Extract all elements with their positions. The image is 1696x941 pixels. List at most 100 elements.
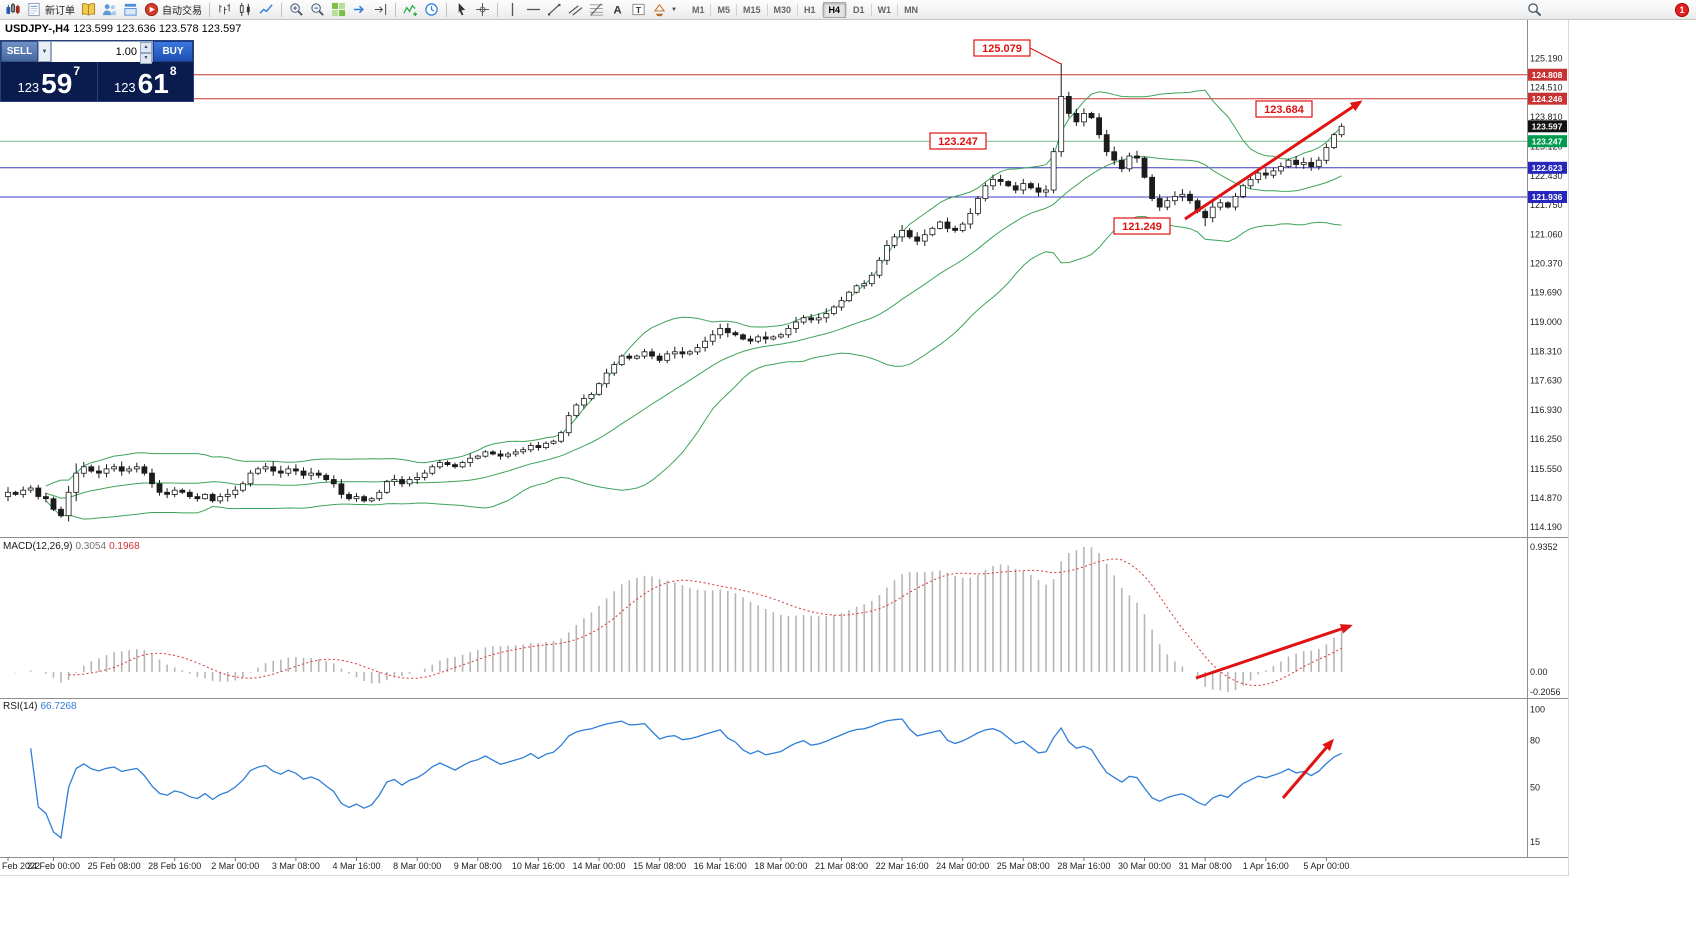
price-tick: 114.190 (1530, 522, 1562, 532)
price-tag-label: 123.597 (1532, 122, 1563, 132)
shapes-button[interactable]: ▼ (650, 1, 679, 19)
market-watch-button[interactable] (100, 1, 119, 19)
spinner-down-icon[interactable]: ▼ (140, 53, 152, 64)
toolbar-separator (797, 3, 799, 16)
toolbar-separator (281, 2, 282, 17)
vertical-line-button[interactable] (503, 1, 522, 19)
profiles-button[interactable] (79, 1, 98, 19)
new-chart-button[interactable] (4, 1, 23, 19)
auto-scroll-button[interactable] (350, 1, 369, 19)
grid-icon (331, 2, 346, 17)
notifications-badge[interactable]: 1 (1675, 2, 1689, 17)
vline-icon (505, 2, 520, 17)
order-type-dropdown[interactable]: ▼ (38, 41, 51, 62)
periods-button[interactable] (422, 1, 441, 19)
time-label: 16 Mar 16:00 (694, 861, 747, 871)
crosshair-button[interactable] (473, 1, 492, 19)
trendline-button[interactable] (545, 1, 564, 19)
new-order-button-label: 新订单 (45, 6, 75, 17)
price-axis: 125.190124.510123.810123.120122.430121.7… (1528, 54, 1567, 847)
time-label: 28 Mar 16:00 (1057, 861, 1110, 871)
candle-chart-button[interactable] (236, 1, 255, 19)
time-label: 1 Apr 16:00 (1243, 861, 1289, 871)
price-annotation-text: 125.079 (982, 43, 1022, 55)
volume-input[interactable] (52, 42, 152, 62)
timeframe-D1[interactable]: D1 (847, 2, 871, 18)
macd-scale-tick: 0.9352 (1530, 542, 1558, 552)
price-annotation-text: 123.247 (938, 136, 978, 148)
horizontal-line-button[interactable] (524, 1, 543, 19)
auto-trading-button-label: 自动交易 (162, 6, 202, 17)
trend-arrow[interactable] (1184, 100, 1363, 221)
sell-price[interactable]: 123 59 7 (1, 62, 97, 101)
rsi-label: RSI(14) 66.7268 (3, 701, 77, 712)
price-tag-label: 123.247 (1532, 136, 1563, 146)
shift-icon (373, 2, 388, 17)
timeframe-M1[interactable]: M1 (686, 2, 711, 18)
price-annotation[interactable] (1113, 217, 1171, 235)
timeframe-H1[interactable]: H1 (798, 2, 822, 18)
rsi-scale-tick: 15 (1530, 837, 1540, 847)
zoomin-icon (289, 2, 304, 17)
zoom-in-button[interactable] (287, 1, 306, 19)
sell-price-big-figure: 123 (17, 80, 40, 95)
trend-arrow[interactable] (1195, 624, 1353, 680)
channel-button[interactable] (566, 1, 585, 19)
time-label: 21 Mar 08:00 (815, 861, 868, 871)
chart-shift-button[interactable] (371, 1, 390, 19)
label-button[interactable]: T (629, 1, 648, 19)
time-label: 24 Feb 00:00 (27, 861, 80, 871)
time-label: 30 Mar 00:00 (1118, 861, 1171, 871)
timeframe-M30[interactable]: M30 (768, 2, 798, 18)
auto-trading-button[interactable]: 自动交易 (142, 1, 204, 19)
price-tick: 124.510 (1530, 82, 1563, 92)
search-icon (1527, 2, 1542, 17)
price-tag-123.247 (1528, 135, 1567, 148)
price-tick: 117.630 (1530, 375, 1562, 385)
time-label: 4 Mar 16:00 (332, 861, 380, 871)
macd-name: MACD(12,26,9) (3, 541, 73, 552)
new-order-button[interactable]: 新订单 (25, 1, 77, 19)
price-annotation[interactable] (973, 39, 1031, 57)
buy-price[interactable]: 123 61 8 (98, 62, 194, 101)
timeframe-H4[interactable]: H4 (822, 1, 847, 18)
zoom-out-button[interactable] (308, 1, 327, 19)
bollinger-upper-band (45, 89, 1342, 487)
toolbar-separator (766, 3, 768, 16)
timeframe-W1[interactable]: W1 (872, 2, 898, 18)
buy-price-big-figure: 123 (113, 80, 136, 95)
bollinger-middle-band (45, 156, 1342, 499)
macd-scale-tick: -0.2056 (1530, 687, 1561, 697)
price-annotation[interactable] (1255, 100, 1313, 118)
panel-frame (0, 20, 1569, 876)
time-label: 3 Mar 08:00 (272, 861, 320, 871)
macd-scale-tick: 0.00 (1530, 667, 1548, 677)
rsi-line (30, 718, 1342, 840)
channel-icon (568, 2, 583, 17)
price-tag-122.623 (1528, 161, 1567, 174)
terminal-button[interactable] (121, 1, 140, 19)
price-tick: 121.060 (1530, 229, 1563, 239)
spinner-up-icon[interactable]: ▲ (140, 42, 152, 53)
text-button[interactable]: A (608, 1, 627, 19)
search-button[interactable] (1525, 1, 1544, 19)
timeframe-MN[interactable]: MN (898, 2, 924, 18)
bollinger-lower-band (45, 215, 1342, 520)
timeframe-M5[interactable]: M5 (711, 2, 736, 18)
timeframe-M15[interactable]: M15 (737, 2, 767, 18)
price-tag-123.597 (1528, 120, 1567, 133)
play-icon (144, 2, 159, 17)
bar-chart-button[interactable] (215, 1, 234, 19)
tile-windows-button[interactable] (329, 1, 348, 19)
sell-button[interactable]: SELL (1, 41, 38, 62)
candles-icon (238, 2, 253, 17)
trend-arrow[interactable] (1281, 738, 1334, 799)
cursor-button[interactable] (452, 1, 471, 19)
buy-button[interactable]: BUY (153, 41, 193, 62)
fibonacci-button[interactable] (587, 1, 606, 19)
line-chart-button[interactable] (257, 1, 276, 19)
price-annotation[interactable] (929, 132, 987, 150)
indicators-button[interactable] (401, 1, 420, 19)
price-tag-label: 122.623 (1532, 163, 1563, 173)
